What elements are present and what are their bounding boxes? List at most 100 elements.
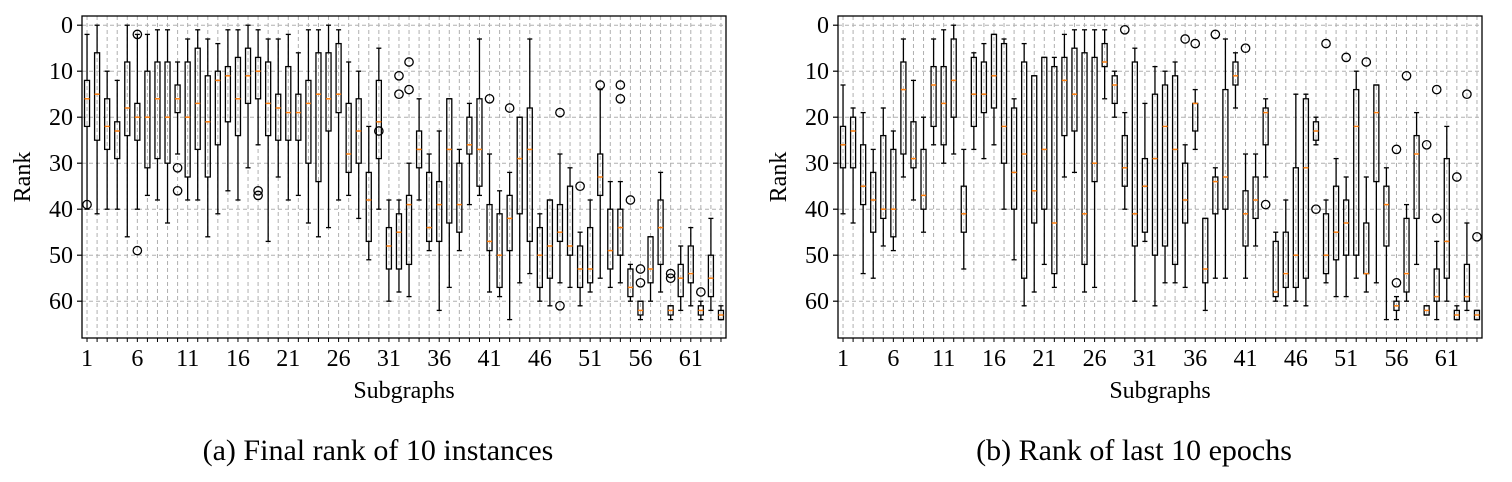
outlier-point xyxy=(595,80,606,90)
box-19 xyxy=(264,38,272,243)
y-tick-label: 30 xyxy=(49,151,73,177)
box-22 xyxy=(1051,56,1058,289)
box-body xyxy=(375,79,383,160)
box-body xyxy=(556,203,564,243)
outlier-point xyxy=(575,181,585,192)
box-11 xyxy=(184,38,191,201)
box-36 xyxy=(436,130,443,312)
box-47 xyxy=(1302,93,1310,307)
box-50 xyxy=(575,181,585,307)
box-34 xyxy=(415,98,423,201)
x-tick-label: 11 xyxy=(176,346,199,372)
box-5 xyxy=(124,24,131,238)
box-body xyxy=(1171,75,1179,266)
box-body xyxy=(345,102,352,174)
box-14 xyxy=(214,42,222,215)
box-body xyxy=(184,61,191,178)
box-body xyxy=(1272,240,1279,298)
box-18 xyxy=(253,29,263,201)
x-tick-label: 56 xyxy=(1384,346,1408,372)
y-tick-label: 50 xyxy=(805,243,829,269)
box-59 xyxy=(665,268,676,321)
box-body xyxy=(627,268,634,298)
box-42 xyxy=(496,190,503,298)
box-59 xyxy=(1421,139,1432,316)
outlier-point xyxy=(1190,38,1201,49)
box-61 xyxy=(687,226,694,307)
x-tick-label: 61 xyxy=(1435,346,1459,372)
box-body xyxy=(124,61,131,137)
box-43 xyxy=(504,103,515,321)
x-tick-label: 46 xyxy=(528,346,552,372)
box-10 xyxy=(930,38,937,146)
box-14 xyxy=(970,52,978,151)
box-body xyxy=(1242,190,1249,247)
box-54 xyxy=(1373,84,1380,284)
caption-b: (b) Rank of last 10 epochs xyxy=(976,434,1292,467)
y-tick-label: 50 xyxy=(49,243,73,269)
box-58 xyxy=(1413,111,1420,266)
y-tick-label: 40 xyxy=(805,197,829,223)
outlier-point xyxy=(1391,277,1402,288)
x-tick-label: 16 xyxy=(226,346,250,372)
box-body xyxy=(980,61,988,114)
box-body xyxy=(940,65,947,146)
x-tick-label: 51 xyxy=(1334,346,1358,372)
box-body xyxy=(466,116,473,155)
box-27 xyxy=(345,61,352,197)
box-16 xyxy=(990,33,998,146)
box-21 xyxy=(285,33,292,201)
outlier-point xyxy=(1462,89,1472,100)
outlier-point xyxy=(635,264,646,274)
box-25 xyxy=(325,24,332,229)
box-body xyxy=(576,245,584,289)
box-2 xyxy=(93,24,101,215)
x-tick-label: 6 xyxy=(131,346,143,372)
box-7 xyxy=(144,33,151,197)
outlier-point xyxy=(635,277,646,288)
outlier-point xyxy=(1391,144,1402,155)
box-15 xyxy=(980,42,988,160)
box-body xyxy=(1212,176,1219,215)
box-body xyxy=(990,33,998,109)
box-body xyxy=(1353,88,1360,256)
y-tick-label: 40 xyxy=(49,197,73,223)
box-body xyxy=(1342,199,1350,256)
box-body xyxy=(1433,268,1440,302)
box-body xyxy=(930,65,937,128)
box-26 xyxy=(1091,29,1098,289)
box-50 xyxy=(1332,157,1340,298)
y-tick-label: 20 xyxy=(805,105,829,131)
box-body xyxy=(536,226,544,289)
x-tick-label: 11 xyxy=(932,346,955,372)
box-body xyxy=(839,125,847,169)
box-42 xyxy=(1252,153,1259,247)
box-body xyxy=(617,208,624,256)
box-body xyxy=(154,61,161,160)
box-body xyxy=(93,52,101,141)
box-33 xyxy=(404,57,414,298)
box-64 xyxy=(717,305,725,321)
box-18 xyxy=(1010,98,1018,261)
outlier-point xyxy=(1180,34,1191,44)
box-38 xyxy=(1210,29,1221,279)
box-body xyxy=(1101,42,1108,68)
box-9 xyxy=(920,116,927,233)
box-body xyxy=(134,102,141,141)
box-52 xyxy=(595,80,606,279)
box-body xyxy=(1161,84,1169,247)
box-body xyxy=(295,93,302,141)
box-5 xyxy=(880,107,887,247)
box-body xyxy=(506,194,513,252)
box-35 xyxy=(425,153,433,252)
x-axis-label: Subgraphs xyxy=(353,378,454,404)
box-body xyxy=(405,194,413,266)
box-23 xyxy=(305,29,312,224)
box-54 xyxy=(615,80,626,284)
box-25 xyxy=(1081,29,1088,293)
caption-a: (a) Final rank of 10 instances xyxy=(202,434,554,467)
box-41 xyxy=(484,93,495,293)
box-35 xyxy=(1180,34,1191,289)
box-43 xyxy=(1260,98,1271,210)
box-body xyxy=(1443,157,1450,279)
